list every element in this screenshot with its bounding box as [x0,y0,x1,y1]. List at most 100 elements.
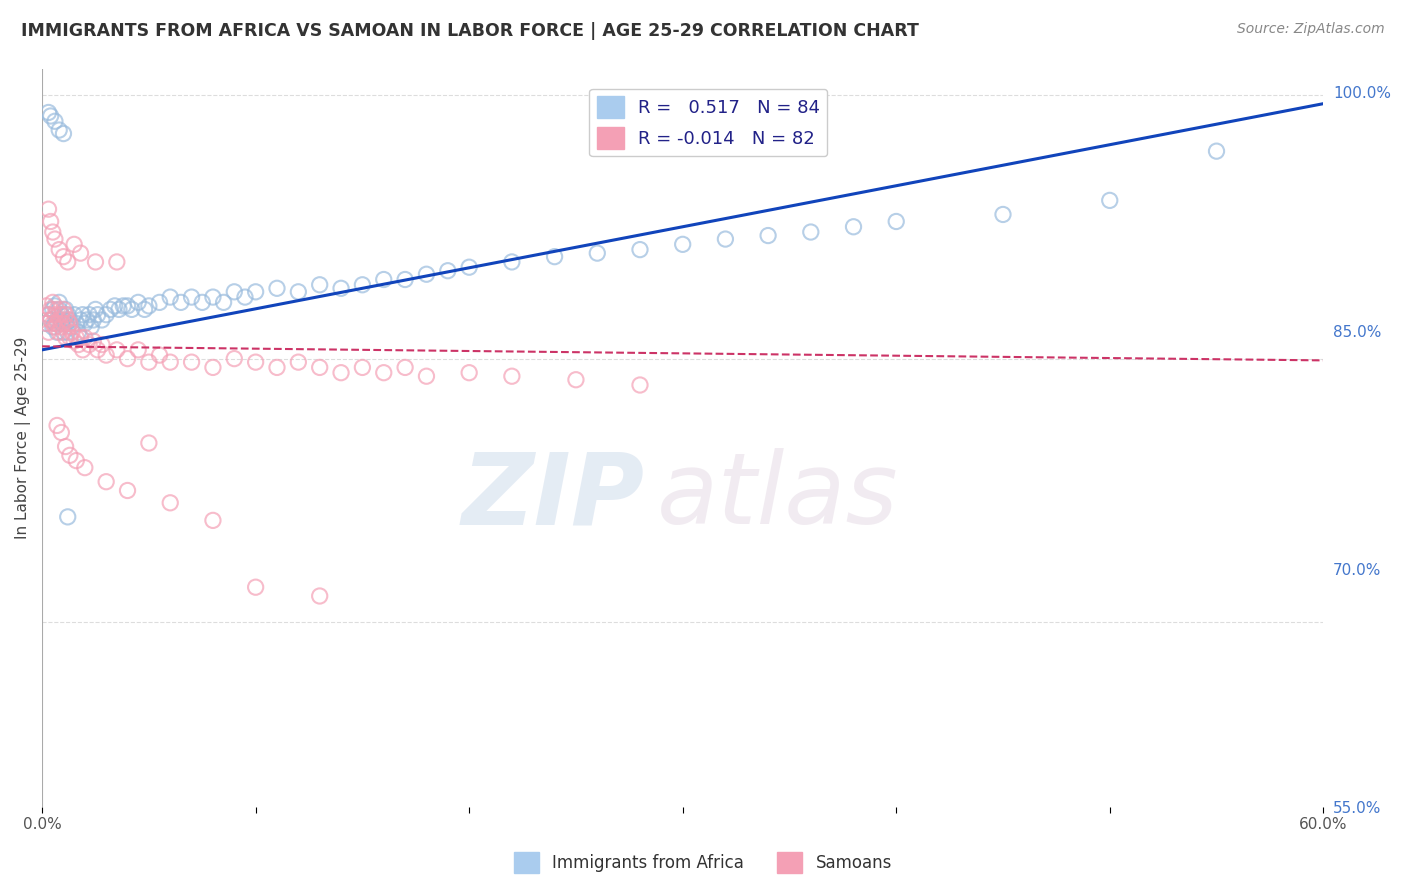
Point [201,513,224,527]
Point [39,313,62,327]
Point [148,295,170,310]
Point [73,460,96,475]
Point [138,436,160,450]
Point [77,337,100,351]
Point [134,302,156,317]
Point [191,295,214,310]
Point [73,317,96,331]
Point [38,308,60,322]
Point [42,320,65,334]
Legend: Immigrants from Africa, Samoans: Immigrants from Africa, Samoans [508,846,898,880]
Point [82,334,104,348]
Point [38,202,60,217]
Point [39,302,62,317]
Point [586,246,609,260]
Point [90,337,112,351]
Point [48,123,70,137]
Point [42,225,65,239]
Point [42,302,65,317]
Point [501,369,523,384]
Point [56,313,79,327]
Text: atlas: atlas [657,449,898,545]
Point [52,127,75,141]
Point [266,360,288,375]
Point [51,320,73,334]
Point [48,243,70,257]
Point [233,290,256,304]
Point [201,360,224,375]
Point [52,313,75,327]
Point [51,317,73,331]
Point [48,295,70,310]
Point [458,366,481,380]
Text: IMMIGRANTS FROM AFRICA VS SAMOAN IN LABOR FORCE | AGE 25-29 CORRELATION CHART: IMMIGRANTS FROM AFRICA VS SAMOAN IN LABO… [21,22,920,40]
Point [108,302,131,317]
Point [44,114,66,128]
Point [39,313,62,327]
Point [104,299,127,313]
Point [287,355,309,369]
Point [56,325,79,339]
Point [67,325,90,339]
Point [59,330,82,344]
Point [38,325,60,339]
Point [48,302,70,317]
Text: ZIP: ZIP [461,449,644,545]
Point [65,317,87,331]
Point [287,285,309,299]
Point [46,302,69,317]
Point [672,237,695,252]
Point [67,337,90,351]
Point [82,313,104,327]
Point [117,483,139,498]
Point [565,373,588,387]
Point [56,255,79,269]
Point [224,285,246,299]
Point [35,317,58,331]
Point [112,299,135,313]
Point [96,475,118,489]
Point [884,214,907,228]
Legend: R =   0.517   N = 84, R = -0.014   N = 82: R = 0.517 N = 84, R = -0.014 N = 82 [589,88,827,156]
Point [77,308,100,322]
Point [266,281,288,295]
Point [46,418,69,433]
Point [170,295,193,310]
Point [55,302,77,317]
Point [245,285,267,299]
Point [105,343,128,357]
Point [628,243,651,257]
Point [48,325,70,339]
Point [330,281,353,295]
Point [59,313,82,327]
Point [44,317,66,331]
Point [159,496,181,510]
Point [714,232,737,246]
Point [52,250,75,264]
Point [415,267,437,281]
Point [44,320,66,334]
Point [756,228,779,243]
Point [51,308,73,322]
Point [415,369,437,384]
Point [394,360,416,375]
Point [628,378,651,392]
Point [437,263,460,277]
Point [308,589,330,603]
Point [55,440,77,454]
Point [39,109,62,123]
Point [117,299,139,313]
Point [180,355,202,369]
Point [72,308,94,322]
Point [543,250,565,264]
Point [52,302,75,317]
Y-axis label: In Labor Force | Age 25-29: In Labor Force | Age 25-29 [15,336,31,539]
Point [148,348,170,362]
Point [52,317,75,331]
Point [842,219,865,234]
Point [63,237,86,252]
Point [80,320,103,334]
Point [48,313,70,327]
Point [42,295,65,310]
Point [90,313,112,327]
